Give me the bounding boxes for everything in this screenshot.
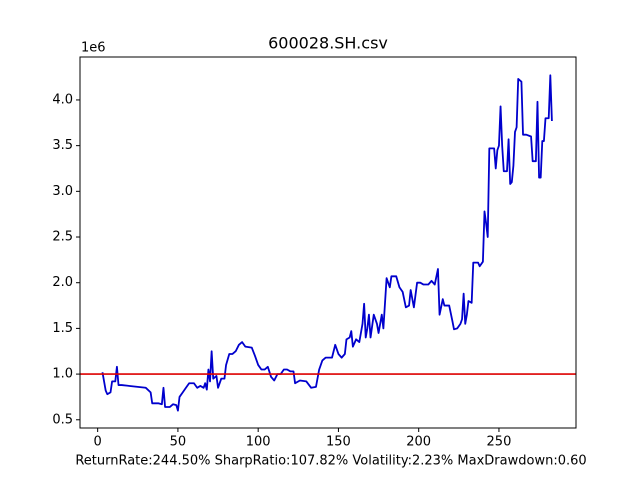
y-tick-label: 3.5 bbox=[52, 138, 73, 153]
x-tick-label: 50 bbox=[170, 435, 187, 450]
price-line bbox=[101, 74, 553, 412]
y-tick-label: 3.0 bbox=[52, 184, 73, 199]
footer-stats: ReturnRate:244.50% SharpRatio:107.82% Vo… bbox=[75, 454, 586, 469]
axis-offset-label: 1e6 bbox=[81, 41, 106, 56]
y-tick-label: 2.0 bbox=[52, 275, 73, 290]
x-tick-label: 150 bbox=[326, 435, 351, 450]
x-tick-label: 0 bbox=[94, 435, 102, 450]
y-tick-label: 1.0 bbox=[52, 367, 73, 382]
y-tick-label: 0.5 bbox=[52, 412, 73, 427]
y-tick-label: 4.0 bbox=[52, 92, 73, 107]
x-tick-label: 200 bbox=[406, 435, 431, 450]
x-tick-label: 100 bbox=[246, 435, 271, 450]
y-tick-label: 2.5 bbox=[52, 230, 73, 245]
chart-title: 600028.SH.csv bbox=[268, 34, 388, 53]
plot-frame bbox=[79, 56, 577, 429]
y-tick-label: 1.5 bbox=[52, 321, 73, 336]
x-tick-label: 250 bbox=[487, 435, 512, 450]
